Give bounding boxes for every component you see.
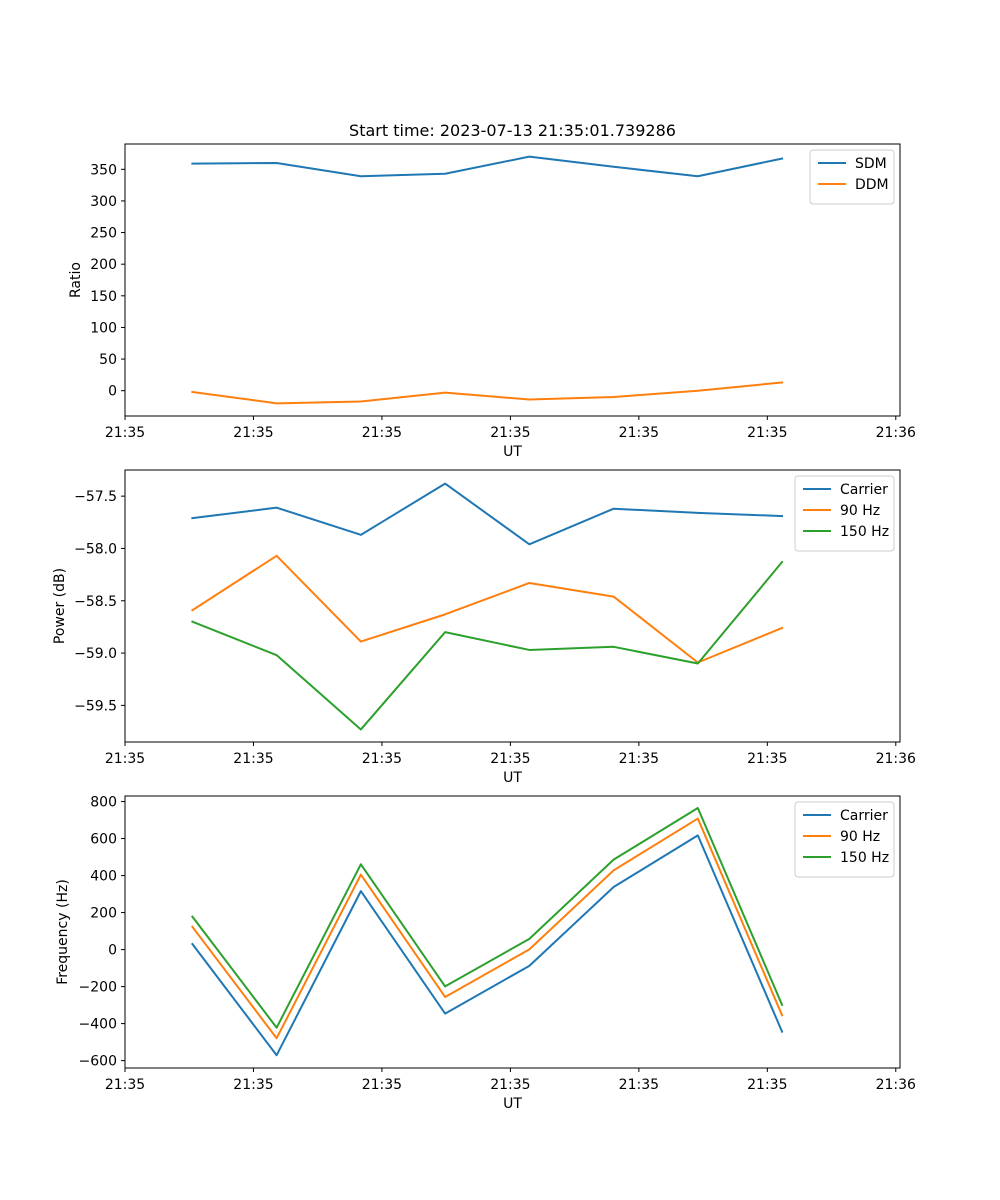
x-tick-label: 21:36 bbox=[876, 425, 916, 441]
y-tick-label: −58.0 bbox=[74, 541, 117, 557]
series-line-90-hz bbox=[190, 817, 784, 1040]
x-tick-label: 21:35 bbox=[747, 1077, 787, 1093]
figure-title: Start time: 2023-07-13 21:35:01.739286 bbox=[349, 121, 676, 140]
series-line-90-hz bbox=[191, 554, 784, 664]
legend-label: Carrier bbox=[840, 482, 888, 498]
chart-panel-2: 21:35 21:35 21:35 21:35 21:35 21:35 21:36 −59.5… bbox=[52, 469, 916, 786]
y-tick-label: −59.0 bbox=[74, 646, 117, 662]
x-tick-label: 21:35 bbox=[105, 1077, 145, 1093]
x-tick-label: 21:36 bbox=[876, 751, 916, 767]
x-tick-label: 21:35 bbox=[233, 1077, 273, 1093]
chart-panel-3: 21:35 21:35 21:35 21:35 21:35 21:35 21:36 −600 −… bbox=[55, 795, 916, 1112]
x-tick-label: 21:35 bbox=[747, 425, 787, 441]
legend-label: 150 Hz bbox=[840, 524, 889, 540]
chart-panel-1: 21:35 21:35 21:35 21:35 21:35 21:35 21:36 0 50 10… bbox=[68, 143, 916, 460]
x-tick-label: 21:35 bbox=[233, 425, 273, 441]
axes-frame bbox=[124, 143, 901, 417]
x-tick-label: 21:36 bbox=[876, 1077, 916, 1093]
legend-label: 90 Hz bbox=[840, 829, 880, 845]
y-tick-label: 0 bbox=[108, 943, 117, 959]
y-axis-label: Power (dB) bbox=[52, 568, 68, 644]
y-tick-label: −200 bbox=[79, 980, 117, 996]
x-tick-label: 21:35 bbox=[619, 751, 659, 767]
series-line-ddm bbox=[191, 381, 784, 405]
x-axis-label: UT bbox=[503, 1096, 522, 1112]
y-tick-label: −400 bbox=[79, 1017, 117, 1033]
x-tick-label: 21:35 bbox=[619, 425, 659, 441]
x-axis-label: UT bbox=[503, 444, 522, 460]
legend-label: 90 Hz bbox=[840, 503, 880, 519]
y-tick-label: 200 bbox=[90, 257, 117, 273]
y-tick-label: −57.5 bbox=[74, 489, 117, 505]
x-tick-label: 21:35 bbox=[490, 751, 530, 767]
y-tick-label: 800 bbox=[90, 795, 117, 811]
y-tick-label: 350 bbox=[90, 162, 117, 178]
y-tick-label: 200 bbox=[90, 906, 117, 922]
series-line-sdm bbox=[191, 155, 784, 178]
legend: Carrier 90 Hz 150 Hz bbox=[794, 801, 895, 878]
y-tick-label: 300 bbox=[90, 194, 117, 210]
legend-label: 150 Hz bbox=[840, 850, 889, 866]
y-tick-label: −600 bbox=[79, 1054, 117, 1070]
series-line-carrier bbox=[190, 834, 784, 1057]
x-tick-label: 21:35 bbox=[619, 1077, 659, 1093]
x-tick-label: 21:35 bbox=[362, 1077, 402, 1093]
y-tick-label: −58.5 bbox=[74, 594, 117, 610]
x-tick-label: 21:35 bbox=[490, 425, 530, 441]
y-axis-label: Frequency (Hz) bbox=[55, 879, 71, 985]
legend-box bbox=[794, 475, 895, 552]
legend: Carrier 90 Hz 150 Hz bbox=[794, 475, 895, 552]
x-tick-label: 21:35 bbox=[747, 751, 787, 767]
x-tick-label: 21:35 bbox=[362, 425, 402, 441]
y-tick-label: 100 bbox=[90, 320, 117, 336]
x-tick-label: 21:35 bbox=[105, 425, 145, 441]
legend-label: Carrier bbox=[840, 808, 888, 824]
y-tick-label: 50 bbox=[99, 352, 117, 368]
legend-label: DDM bbox=[855, 177, 889, 193]
legend-box bbox=[794, 801, 895, 878]
x-tick-label: 21:35 bbox=[490, 1077, 530, 1093]
panels: 21:35 21:35 21:35 21:35 21:35 21:35 21:36 0 50 10… bbox=[52, 143, 916, 1112]
y-axis-label: Ratio bbox=[68, 262, 84, 298]
series-line-150-hz bbox=[190, 807, 784, 1029]
x-tick-label: 21:35 bbox=[233, 751, 273, 767]
legend: SDM DDM bbox=[809, 149, 895, 205]
series-line-150-hz bbox=[191, 560, 784, 731]
x-axis-label: UT bbox=[503, 770, 522, 786]
axes-frame bbox=[124, 469, 901, 743]
y-tick-label: −59.5 bbox=[74, 698, 117, 714]
legend-label: SDM bbox=[855, 156, 887, 172]
series-line-carrier bbox=[191, 482, 784, 546]
y-tick-label: 400 bbox=[90, 869, 117, 885]
y-tick-label: 250 bbox=[90, 226, 117, 242]
y-tick-label: 150 bbox=[90, 289, 117, 305]
y-tick-label: 600 bbox=[90, 832, 117, 848]
x-tick-label: 21:35 bbox=[105, 751, 145, 767]
x-tick-label: 21:35 bbox=[362, 751, 402, 767]
y-tick-label: 0 bbox=[108, 384, 117, 400]
axes-frame bbox=[124, 795, 901, 1069]
